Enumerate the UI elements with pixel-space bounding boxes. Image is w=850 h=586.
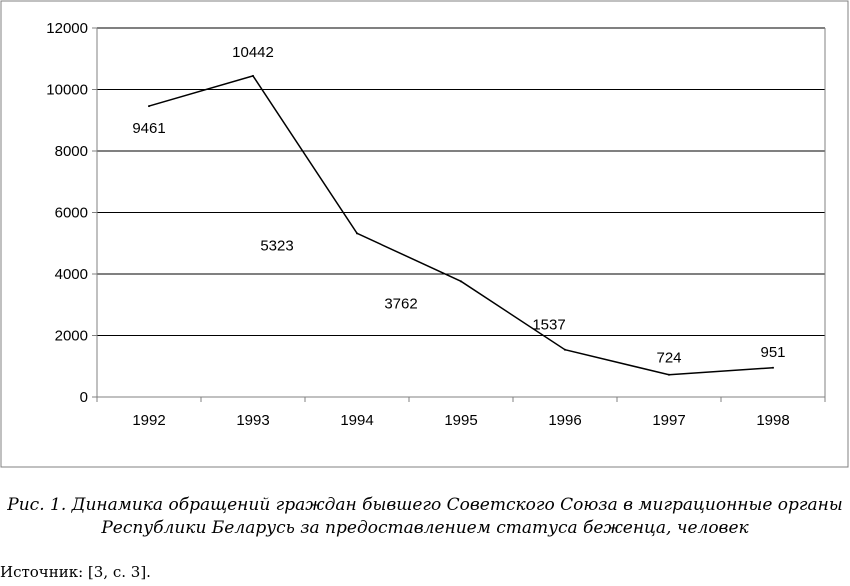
data-label: 951 [760, 344, 785, 361]
series-line [148, 75, 774, 376]
data-point [668, 373, 670, 376]
data-label: 3762 [384, 295, 417, 312]
data-point [252, 74, 254, 77]
data-label: 10442 [232, 44, 274, 61]
y-tick-label: 12000 [46, 20, 88, 37]
data-point [564, 348, 566, 351]
caption-line-2: Республики Беларусь за предоставлением с… [101, 518, 749, 538]
y-tick-label: 4000 [55, 266, 88, 283]
data-point [460, 280, 462, 283]
caption-line-1: Рис. 1. Динамика обращений граждан бывше… [7, 495, 843, 515]
x-tick-label: 1995 [444, 412, 477, 429]
data-point [148, 105, 150, 108]
chart-frame: 0 2000 4000 6000 8000 10000 12000 1992 1993 1994 1… [0, 0, 849, 468]
y-tick-label: 2000 [55, 328, 88, 345]
y-tick-label: 10000 [46, 82, 88, 99]
x-tick-label: 1992 [132, 412, 165, 429]
data-label: 1537 [532, 317, 565, 334]
data-point [356, 232, 358, 235]
x-tick-label: 1994 [340, 412, 373, 429]
data-label: 9461 [132, 120, 165, 137]
x-tick-label: 1998 [756, 412, 789, 429]
chart-border [0, 0, 849, 468]
x-tick-label: 1997 [652, 412, 685, 429]
data-label: 5323 [260, 237, 293, 254]
x-tick-label: 1993 [236, 412, 269, 429]
y-tick-label: 0 [80, 389, 88, 406]
x-tick-label: 1996 [548, 412, 581, 429]
line-chart: 0 2000 4000 6000 8000 10000 12000 1992 1993 1994 1… [0, 0, 849, 468]
figure-caption: Рис. 1. Динамика обращений граждан бывше… [0, 494, 850, 540]
y-tick-label: 8000 [55, 143, 88, 160]
source-note: Источник: [3, с. 3]. [0, 563, 151, 581]
data-point [772, 366, 774, 369]
data-label: 724 [656, 350, 681, 367]
y-tick-label: 6000 [55, 205, 88, 222]
